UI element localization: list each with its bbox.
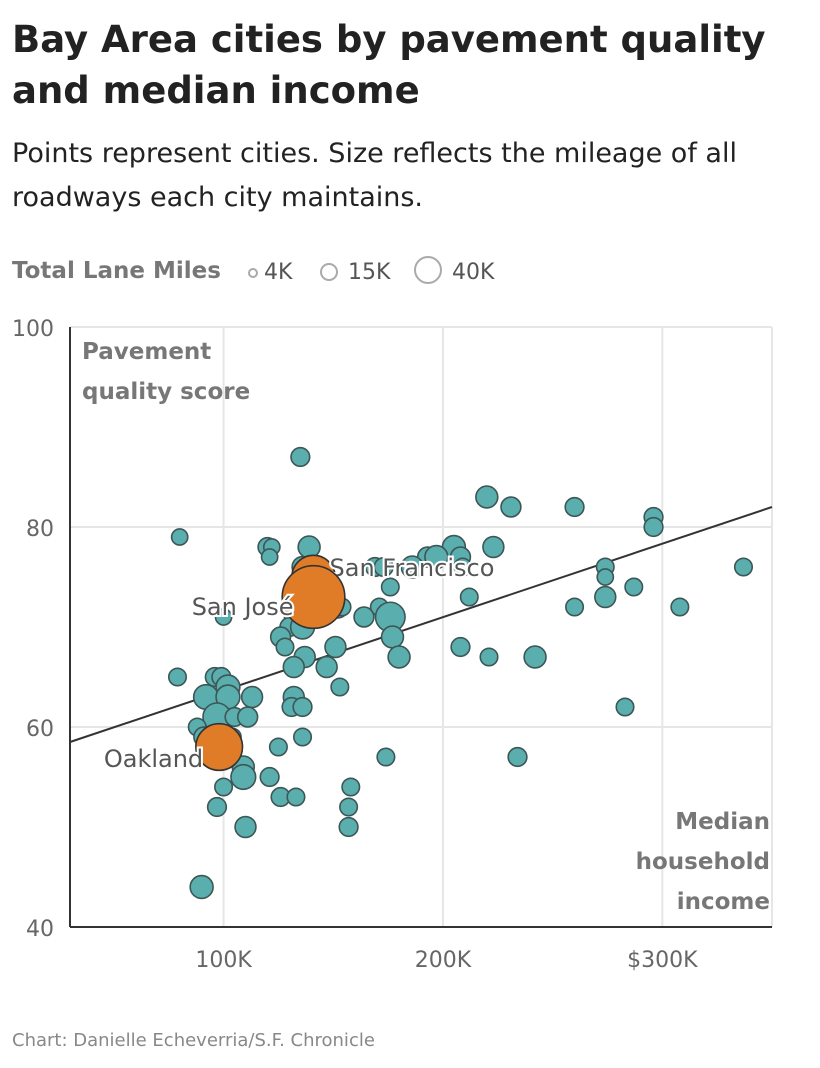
legend-circle-large	[414, 256, 442, 284]
city-point	[230, 763, 257, 791]
chart-subtitle: Points represent cities. Size reflects t…	[12, 138, 737, 213]
city-point	[259, 766, 280, 788]
highlight-label: San José	[192, 593, 294, 621]
highlight-label: Oakland	[104, 745, 203, 773]
city-point	[507, 746, 528, 768]
city-point	[450, 636, 471, 658]
city-point	[290, 446, 311, 468]
city-point	[315, 655, 338, 679]
city-point	[282, 655, 305, 679]
city-point	[400, 555, 424, 579]
city-point	[214, 608, 233, 626]
data-points	[167, 446, 754, 900]
city-point	[453, 557, 473, 577]
y-tick-label: 80	[26, 517, 54, 542]
city-point	[214, 777, 234, 797]
city-point	[189, 874, 214, 900]
city-point	[459, 587, 479, 607]
city-point	[733, 557, 754, 577]
city-point	[373, 556, 394, 578]
chart-credit: Chart: Danielle Echeverria/S.F. Chronicl…	[12, 1030, 375, 1051]
city-point	[297, 535, 321, 559]
city-point	[339, 797, 359, 817]
city-point	[482, 535, 505, 559]
size-legend: Total Lane Miles 4K 15K 40K	[12, 252, 802, 292]
city-point	[240, 685, 264, 709]
city-point	[643, 516, 664, 538]
city-point	[341, 777, 361, 797]
city-point	[615, 697, 635, 717]
city-point	[670, 597, 690, 617]
city-point	[596, 568, 615, 586]
city-point	[424, 544, 449, 570]
highlight-point	[281, 564, 346, 630]
x-tick-label: 200K	[415, 948, 472, 973]
city-point	[268, 737, 288, 757]
x-axis-title: Median household income	[636, 809, 770, 915]
city-point	[500, 496, 522, 518]
city-point	[475, 485, 499, 509]
axes	[69, 327, 772, 928]
city-point	[236, 706, 259, 728]
city-point	[380, 625, 405, 649]
city-point	[275, 637, 295, 657]
city-point	[523, 645, 547, 669]
city-point	[234, 815, 257, 839]
gridlines	[70, 326, 773, 927]
x-tick-label: $300K	[627, 948, 698, 973]
city-point	[206, 796, 228, 818]
city-point	[479, 647, 499, 667]
city-point	[594, 585, 617, 609]
city-point	[376, 747, 396, 767]
city-point	[387, 645, 411, 669]
city-point	[565, 597, 585, 617]
city-point	[260, 548, 279, 566]
city-point	[293, 727, 313, 747]
city-point	[353, 606, 375, 628]
city-point	[564, 496, 585, 518]
city-point	[324, 635, 347, 659]
city-point	[330, 677, 350, 697]
legend-label-4k: 4K	[264, 260, 293, 285]
city-point	[286, 787, 306, 807]
city-point	[170, 528, 189, 546]
axis-titles: Pavement quality score Median household inco…	[82, 339, 770, 915]
y-tick-label: 60	[26, 717, 54, 742]
highlight-label: San Francisco	[330, 554, 495, 582]
city-point	[292, 696, 313, 718]
highlighted-points: San Francisco San José Oakland	[102, 552, 497, 775]
legend-title: Total Lane Miles	[12, 258, 221, 284]
city-point	[167, 667, 188, 687]
trend-line-path	[69, 506, 773, 743]
chart-title: Bay Area cities by pavement quality and …	[12, 18, 766, 112]
y-tick-label: 40	[26, 917, 54, 942]
trend-line	[69, 506, 773, 743]
legend-circle-medium	[320, 263, 338, 281]
y-axis-title: Pavement quality score	[82, 339, 250, 405]
city-point	[338, 816, 359, 838]
legend-label-15k: 15K	[348, 260, 391, 285]
city-point	[380, 577, 400, 597]
highlight-point	[195, 722, 244, 772]
x-tick-label: 100K	[195, 948, 252, 973]
legend-label-40k: 40K	[452, 260, 495, 285]
city-point	[624, 577, 644, 597]
legend-circle-small	[248, 268, 258, 278]
y-tick-label: 100	[12, 317, 54, 342]
tick-labels: 40 60 80 100 100K 200K $300K	[12, 317, 698, 973]
